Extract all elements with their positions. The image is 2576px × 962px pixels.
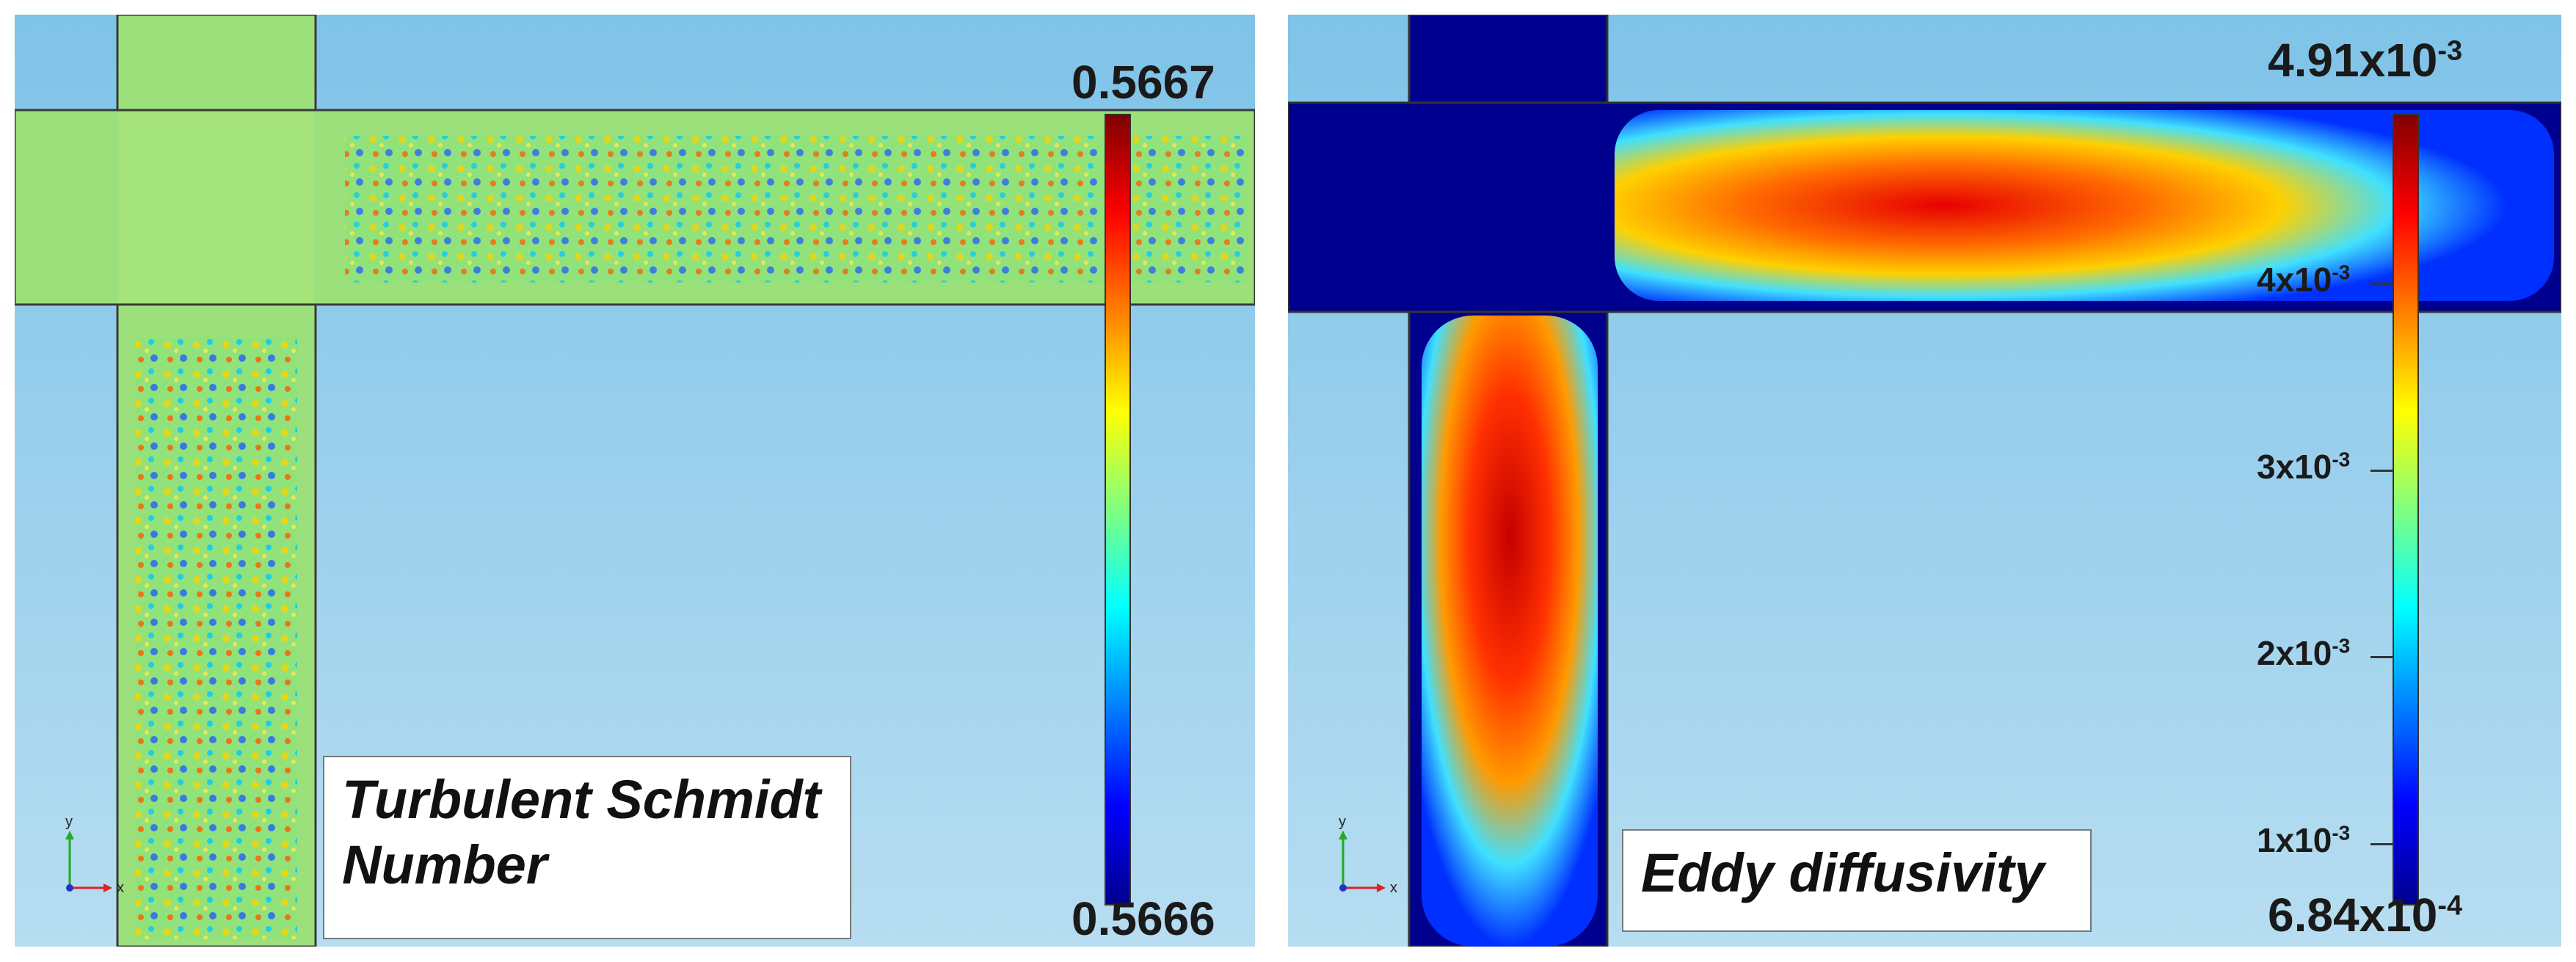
- right-axis-y-label: y: [1339, 814, 1346, 830]
- eddy-colorbar-tick-label: 1x10-3: [2257, 820, 2351, 859]
- left-axis-y-label: y: [65, 814, 73, 830]
- eddy-diffusivity-panel: 4.91x10-3 4x10-3 3x10-3 2x10-3 1x10-3 6.84x…: [1288, 15, 2561, 947]
- eddy-colorbar-tick-mark: [2371, 469, 2393, 472]
- eddy-colorbar-max: 4.91x10-3: [2268, 34, 2463, 87]
- left-axis-triad: y x: [65, 814, 124, 896]
- schmidt-colorbar-max: 0.5667: [1071, 56, 1215, 109]
- eddy-colorbar-tick-mark: [2371, 283, 2393, 285]
- left-axis-x-label: x: [117, 880, 124, 896]
- schmidt-field-plot: [15, 15, 1255, 947]
- schmidt-colorbar: [1105, 114, 1131, 905]
- schmidt-title-line1: Turbulent Schmidt: [342, 769, 821, 830]
- eddy-field-plot: [1288, 15, 2561, 947]
- eddy-colorbar-tick-label: 3x10-3: [2257, 447, 2351, 486]
- eddy-colorbar: [2393, 114, 2419, 905]
- schmidt-title-line2: Number: [342, 834, 547, 895]
- schmidt-number-panel: 0.5667 0.5666 Turbulent Schmidt Number y…: [15, 15, 1255, 947]
- eddy-colorbar-tick-mark: [2371, 656, 2393, 659]
- eddy-title-box: Eddy diffusivity: [1622, 829, 2092, 932]
- right-axis-x-label: x: [1390, 880, 1397, 896]
- eddy-colorbar-tick-label: 4x10-3: [2257, 260, 2351, 299]
- eddy-title: Eddy diffusivity: [1641, 842, 2045, 903]
- eddy-colorbar-tick-label: 2x10-3: [2257, 634, 2351, 673]
- eddy-colorbar-tick-mark: [2371, 842, 2393, 845]
- schmidt-colorbar-min: 0.5666: [1071, 892, 1215, 945]
- right-axis-triad: y x: [1339, 814, 1397, 896]
- eddy-colorbar-min: 6.84x10-4: [2268, 889, 2463, 941]
- schmidt-title-box: Turbulent Schmidt Number: [323, 756, 851, 939]
